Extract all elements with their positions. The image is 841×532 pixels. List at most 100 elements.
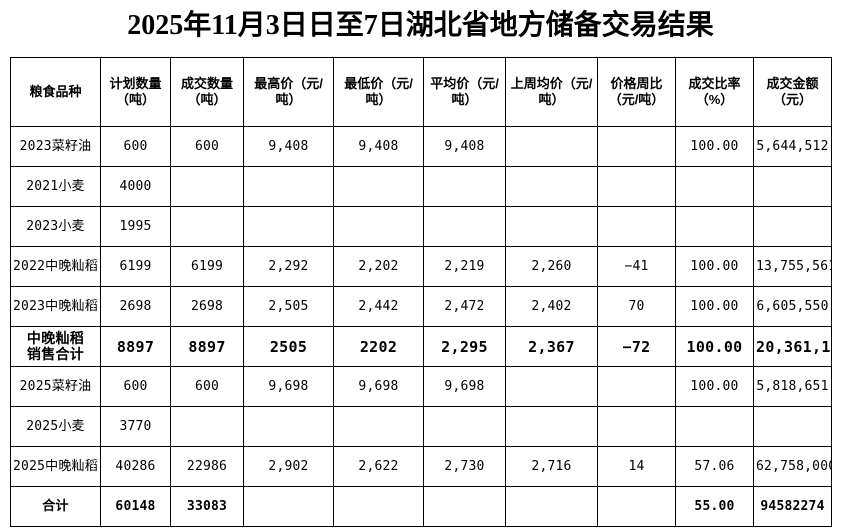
cell-traded-quantity: 600 [170,126,244,167]
table-body: 2023菜籽油 600 600 9,408 9,408 9,408 100.00 5,644,… [10,126,832,527]
cell-average-price: 9,408 [423,126,506,167]
table-row: 2023小麦 1995 [10,206,832,247]
column-header-highest-price: 最高价（元/吨） [243,57,334,127]
column-header-transaction-ratio: 成交比率（%） [675,57,754,127]
cell-variety: 2023中晚籼稻 [10,286,101,327]
cell-transaction-amount: 13,755,561 [753,246,832,287]
cell-price-week-change [597,366,676,407]
cell-transaction-ratio: 100.00 [675,366,754,407]
cell-transaction-ratio: 57.06 [675,446,754,487]
cell-price-week-change: −72 [597,326,676,367]
cell-lowest-price: 2,202 [333,246,424,287]
cell-price-week-change [597,486,676,527]
table-header-row: 粮食品种 计划数量（吨） 成交数量（吨） 最高价（元/吨） 最低价（元/吨） 平… [10,57,832,127]
cell-traded-quantity: 600 [170,366,244,407]
cell-highest-price [243,486,334,527]
cell-planned-quantity: 1995 [100,206,171,247]
column-header-planned-quantity: 计划数量（吨） [100,57,171,127]
cell-highest-price: 9,408 [243,126,334,167]
cell-lowest-price [333,206,424,247]
cell-highest-price [243,406,334,447]
cell-variety: 中晚籼稻 销售合计 [10,326,101,367]
cell-transaction-amount [753,206,832,247]
cell-lowest-price [333,406,424,447]
cell-variety: 2025小麦 [10,406,101,447]
cell-variety: 合计 [10,486,101,527]
table-row: 2023菜籽油 600 600 9,408 9,408 9,408 100.00 5,644,… [10,126,832,167]
cell-variety: 2023小麦 [10,206,101,247]
cell-price-week-change [597,126,676,167]
cell-last-week-average-price [505,486,598,527]
cell-traded-quantity [170,206,244,247]
cell-traded-quantity [170,406,244,447]
cell-lowest-price [333,166,424,207]
cell-variety: 2021小麦 [10,166,101,207]
cell-transaction-amount [753,406,832,447]
cell-variety: 2023菜籽油 [10,126,101,167]
cell-average-price [423,486,506,527]
cell-highest-price [243,166,334,207]
cell-transaction-amount: 20,361,111 [753,326,832,367]
cell-average-price [423,166,506,207]
cell-average-price: 2,219 [423,246,506,287]
cell-planned-quantity: 3770 [100,406,171,447]
column-header-traded-quantity: 成交数量（吨） [170,57,244,127]
cell-planned-quantity: 60148 [100,486,171,527]
cell-lowest-price: 9,698 [333,366,424,407]
cell-transaction-ratio: 100.00 [675,126,754,167]
cell-transaction-ratio [675,166,754,207]
cell-lowest-price: 2,442 [333,286,424,327]
cell-highest-price: 2,292 [243,246,334,287]
cell-traded-quantity: 2698 [170,286,244,327]
cell-last-week-average-price: 2,367 [505,326,598,367]
cell-transaction-ratio: 100.00 [675,326,754,367]
cell-lowest-price [333,486,424,527]
cell-transaction-ratio: 100.00 [675,246,754,287]
cell-highest-price: 2,902 [243,446,334,487]
cell-last-week-average-price [505,126,598,167]
cell-average-price: 2,295 [423,326,506,367]
cell-planned-quantity: 8897 [100,326,171,367]
cell-last-week-average-price [505,406,598,447]
cell-average-price: 9,698 [423,366,506,407]
cell-transaction-amount: 5,644,512 [753,126,832,167]
cell-price-week-change [597,406,676,447]
cell-last-week-average-price [505,166,598,207]
cell-price-week-change: 70 [597,286,676,327]
cell-highest-price [243,206,334,247]
trading-results-table-container: 粮食品种 计划数量（吨） 成交数量（吨） 最高价（元/吨） 最低价（元/吨） 平… [10,57,832,527]
cell-transaction-ratio: 100.00 [675,286,754,327]
trading-results-table: 粮食品种 计划数量（吨） 成交数量（吨） 最高价（元/吨） 最低价（元/吨） 平… [10,57,832,527]
column-header-price-week-change: 价格周比（元/吨） [597,57,676,127]
cell-average-price: 2,472 [423,286,506,327]
cell-price-week-change: 14 [597,446,676,487]
cell-transaction-amount: 5,818,651 [753,366,832,407]
table-row: 2021小麦 4000 [10,166,832,207]
cell-lowest-price: 2,622 [333,446,424,487]
cell-transaction-ratio [675,406,754,447]
cell-average-price [423,206,506,247]
table-row: 中晚籼稻 销售合计 8897 8897 2505 2202 2,295 2,367 −72 100… [10,326,832,367]
cell-price-week-change [597,206,676,247]
cell-last-week-average-price: 2,402 [505,286,598,327]
cell-average-price [423,406,506,447]
cell-variety: 2022中晚籼稻 [10,246,101,287]
cell-highest-price: 9,698 [243,366,334,407]
cell-planned-quantity: 600 [100,366,171,407]
cell-planned-quantity: 600 [100,126,171,167]
table-row: 2022中晚籼稻 6199 6199 2,292 2,202 2,219 2,260 −41 1… [10,246,832,287]
cell-planned-quantity: 40286 [100,446,171,487]
cell-transaction-amount: 94582274 [753,486,832,527]
cell-last-week-average-price [505,206,598,247]
cell-transaction-amount [753,166,832,207]
column-header-lowest-price: 最低价（元/吨） [333,57,424,127]
cell-planned-quantity: 2698 [100,286,171,327]
cell-planned-quantity: 4000 [100,166,171,207]
cell-traded-quantity: 22986 [170,446,244,487]
cell-price-week-change: −41 [597,246,676,287]
page-title: 2025年11月3日日至7日湖北省地方储备交易结果 [127,10,714,41]
column-header-average-price: 平均价（元/吨） [423,57,506,127]
column-header-variety: 粮食品种 [10,57,101,127]
cell-variety: 2025中晚籼稻 [10,446,101,487]
